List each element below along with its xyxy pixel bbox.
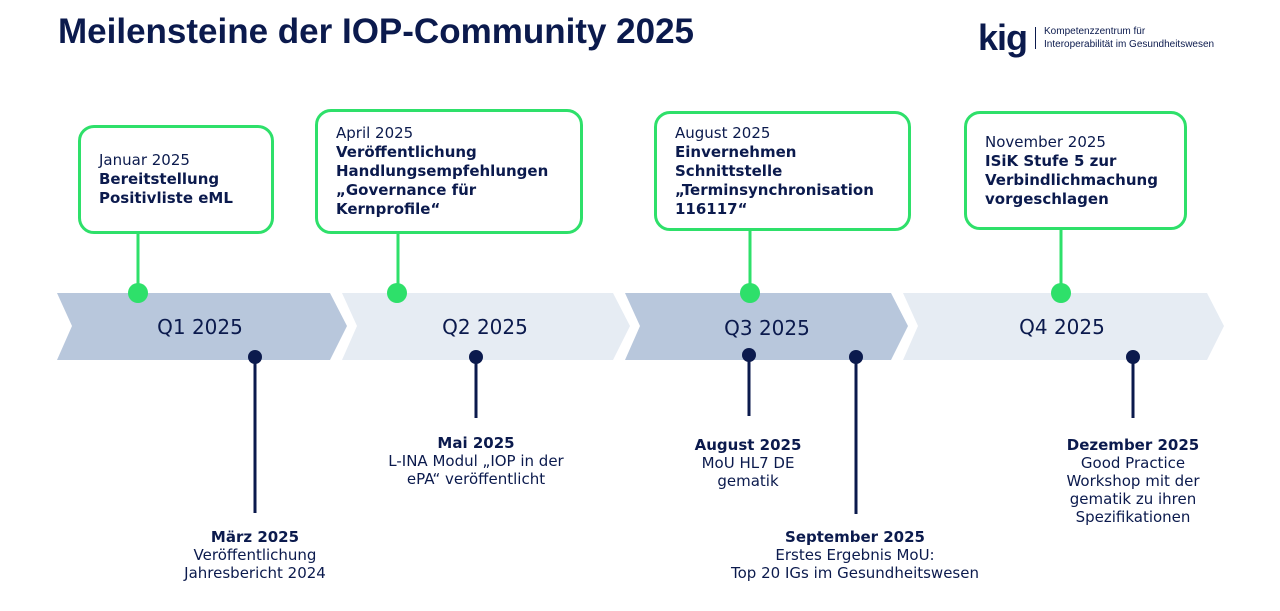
chevron-q3 — [625, 293, 908, 360]
page-title: Meilensteine der IOP-Community 2025 — [58, 12, 695, 51]
quarter-label-q3: Q3 2025 — [724, 316, 810, 340]
quarter-label-q2: Q2 2025 — [442, 315, 528, 339]
dot-bottom-5 — [1126, 350, 1140, 364]
dot-top-4 — [1051, 283, 1071, 303]
chevron-q1 — [57, 293, 347, 360]
milestone-date: April 2025 — [336, 124, 414, 142]
milestone-text: ISiK Stufe 5 zur Verbindlichmachung vorg… — [985, 151, 1158, 208]
milestone-box-januar: Januar 2025 Bereitstellung Positivliste … — [78, 125, 274, 234]
milestone-maerz: März 2025 Veröffentlichung Jahresbericht 2… — [184, 528, 326, 582]
dot-top-2 — [387, 283, 407, 303]
milestone-date: November 2025 — [985, 132, 1106, 151]
milestone-mai: Mai 2025 L-INA Modul „IOP in der ePA“ verö… — [388, 434, 564, 488]
quarter-label-q4: Q4 2025 — [1019, 315, 1105, 339]
dot-bottom-3 — [742, 348, 756, 362]
milestone-september: September 2025 Erstes Ergebnis MoU: Top 20… — [731, 528, 979, 582]
dot-top-1 — [128, 283, 148, 303]
dot-bottom-2 — [469, 350, 483, 364]
logo-mark: kig — [978, 17, 1028, 58]
milestone-date: Januar 2025 — [99, 151, 190, 169]
kig-logo: kig Kompetenzzentrum für Interoperabilitä… — [978, 20, 1214, 56]
milestone-box-november: November 2025 ISiK Stufe 5 zur Verbindli… — [964, 111, 1187, 230]
chevron-q2 — [342, 293, 630, 360]
milestone-august-bottom: August 2025 MoU HL7 DE gematik — [694, 436, 802, 490]
milestone-text: Bereitstellung Positivliste eML — [99, 170, 233, 207]
milestone-box-april: April 2025 Veröffentlichung Handlungsemp… — [315, 109, 583, 234]
quarter-label-q1: Q1 2025 — [157, 315, 243, 339]
milestone-text: Einvernehmen Schnittstelle „Terminsynchr… — [675, 142, 874, 218]
milestone-date: August 2025 — [675, 123, 771, 142]
milestone-text: Veröffentlichung Handlungsempfehlungen „… — [336, 143, 549, 218]
milestone-dezember: Dezember 2025 Good Practice Workshop mit d… — [1066, 436, 1200, 526]
milestone-box-august: August 2025 Einvernehmen Schnittstelle „… — [654, 111, 911, 231]
logo-text: Kompetenzzentrum für Interoperabilität im… — [1044, 26, 1215, 50]
chevron-q4 — [903, 293, 1224, 360]
dot-top-3 — [740, 283, 760, 303]
dot-bottom-4 — [849, 350, 863, 364]
logo-divider — [1035, 27, 1037, 49]
dot-bottom-1 — [248, 350, 262, 364]
